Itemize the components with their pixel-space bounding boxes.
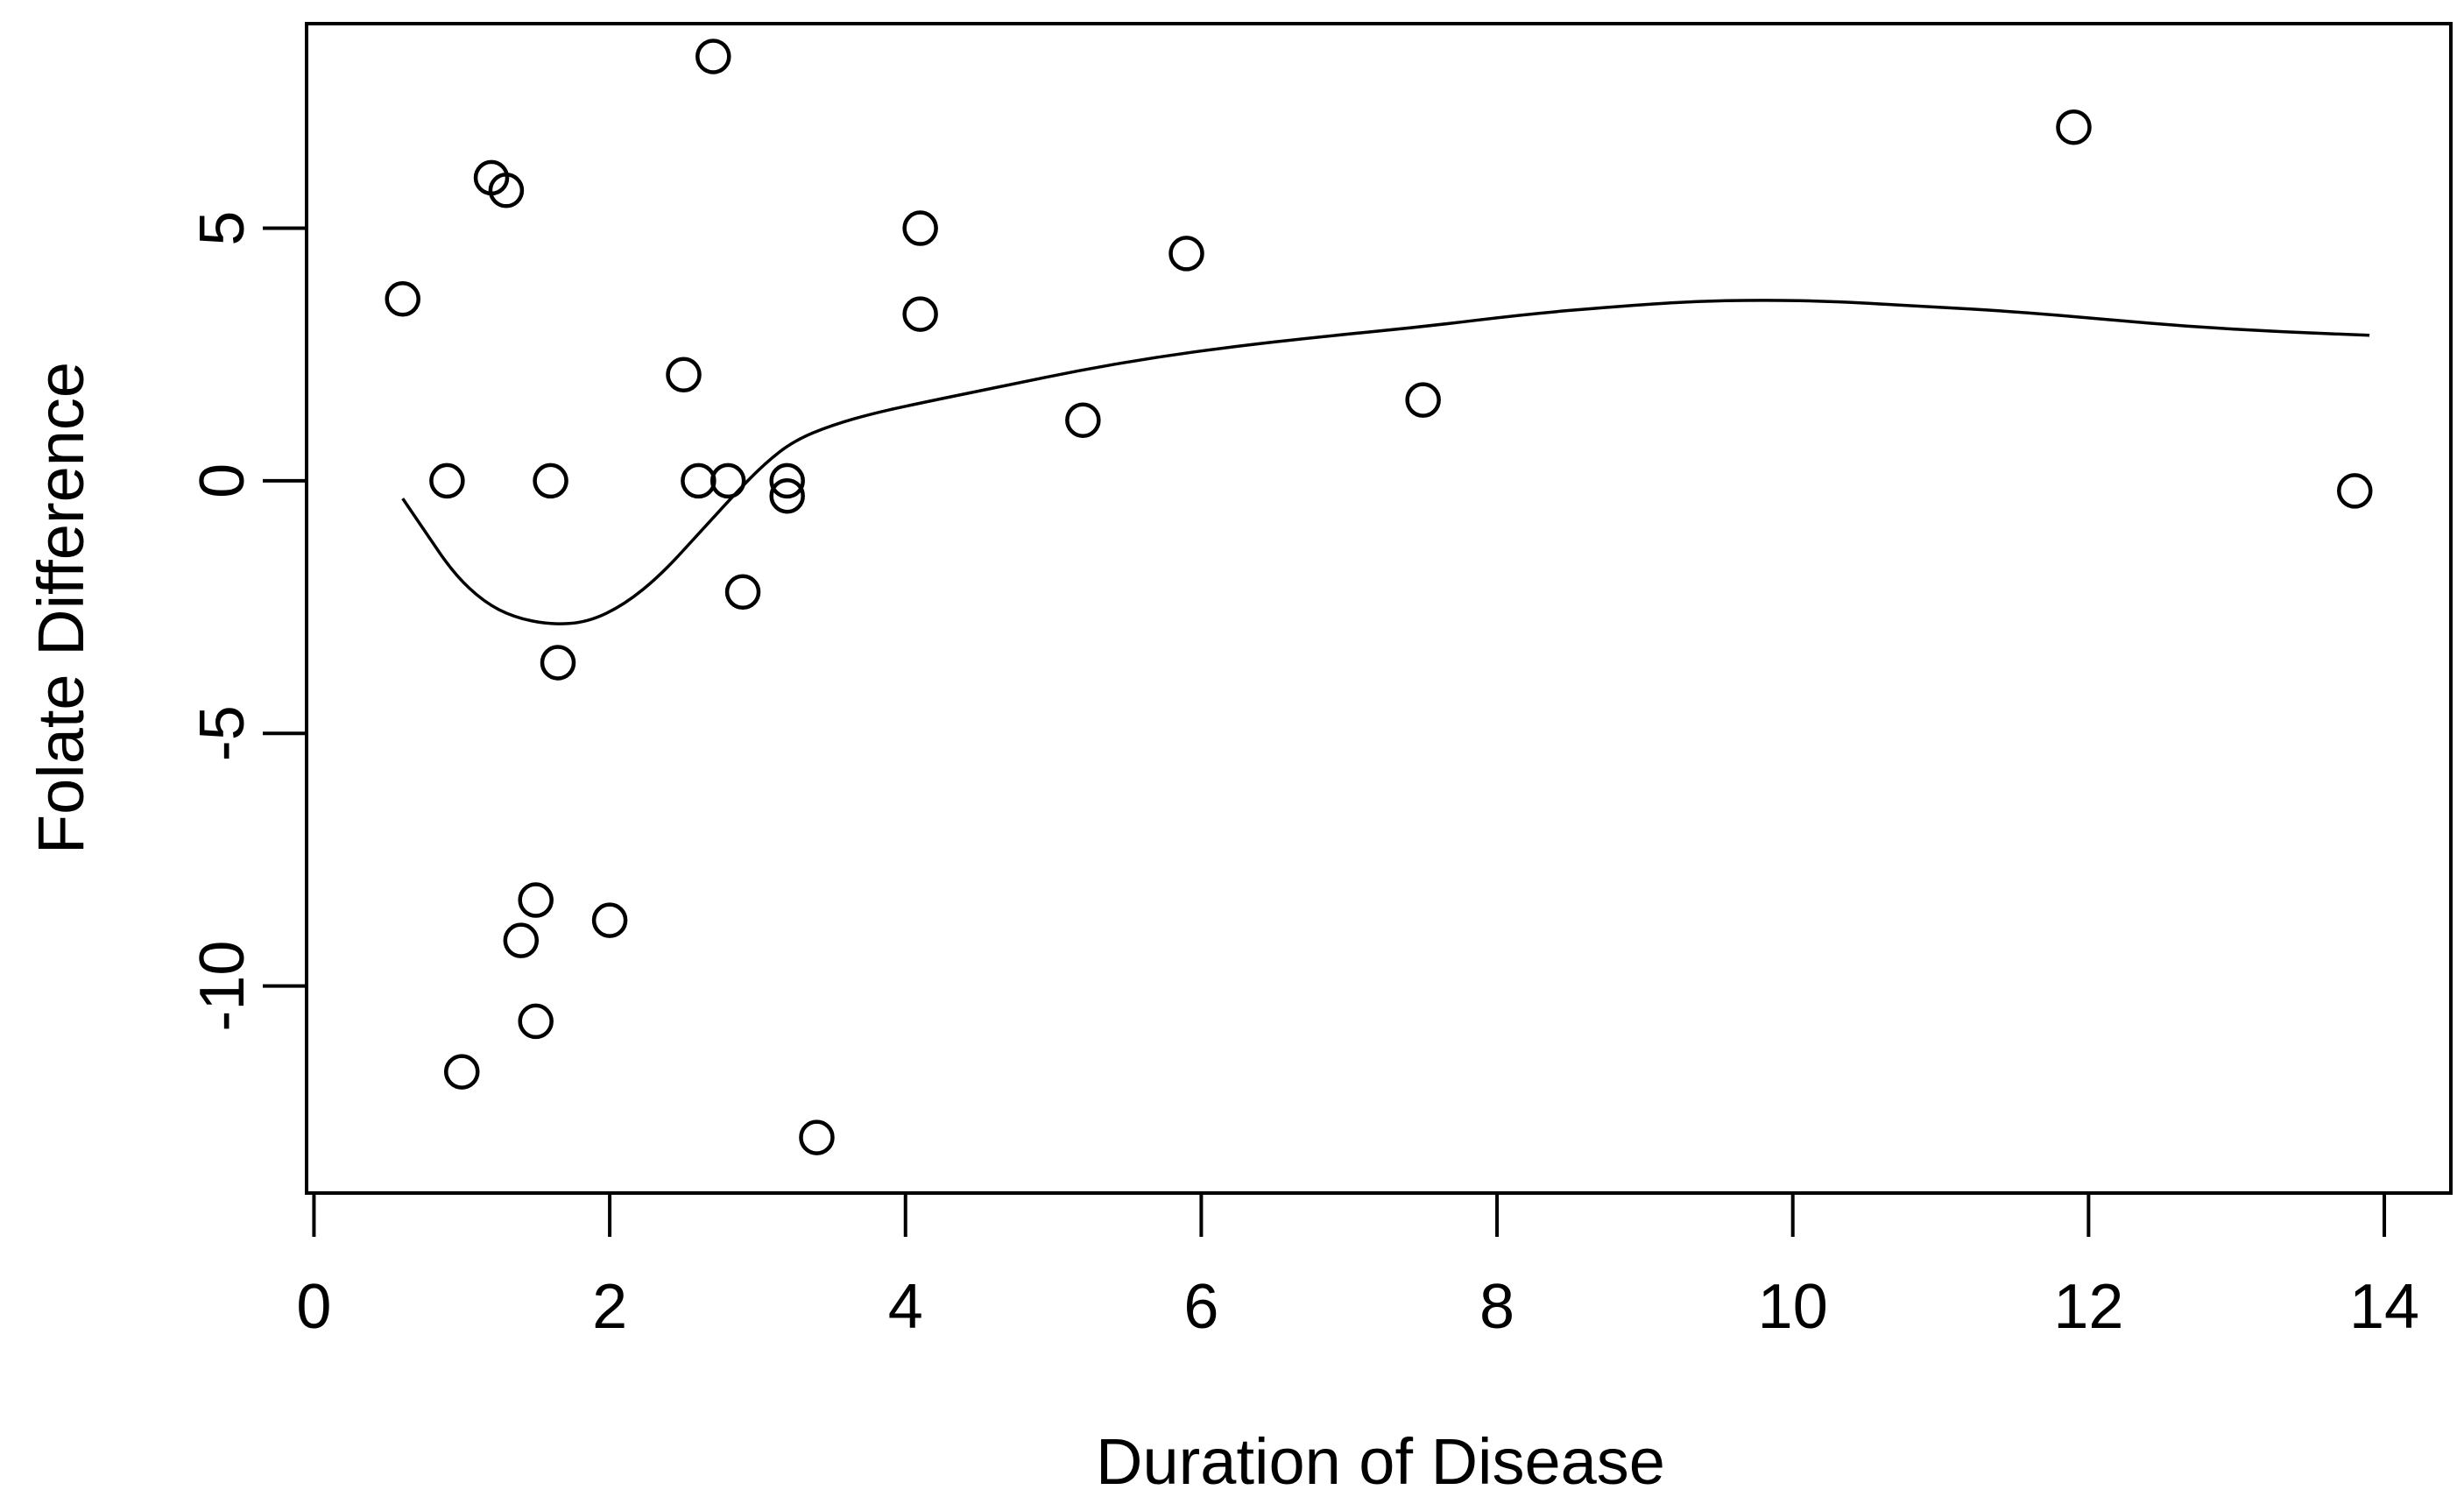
- data-point: [488, 173, 525, 208]
- data-point: [385, 281, 420, 317]
- data-point: [518, 1003, 554, 1040]
- data-point: [1065, 402, 1101, 438]
- data-point: [540, 645, 576, 681]
- data-point: [902, 296, 938, 332]
- data-point: [799, 1119, 835, 1155]
- y-tick-label: 5: [187, 211, 258, 246]
- data-point: [695, 39, 731, 74]
- data-point: [503, 922, 540, 958]
- x-tick-label: 6: [1183, 1272, 1218, 1342]
- data-point: [1405, 382, 1441, 418]
- data-point: [902, 210, 938, 246]
- data-point: [2056, 109, 2092, 145]
- x-axis: 0 2 4 6 8 10 12 14: [296, 1193, 2419, 1342]
- data-point: [429, 463, 465, 499]
- data-points-layer: [385, 39, 2373, 1155]
- data-point: [533, 463, 568, 499]
- x-tick-label: 12: [2053, 1272, 2123, 1342]
- x-axis-title: Duration of Disease: [1096, 1425, 1665, 1497]
- x-tick-label: 14: [2349, 1272, 2419, 1342]
- data-point: [444, 1054, 480, 1090]
- data-point: [518, 882, 554, 918]
- data-point: [1168, 236, 1204, 272]
- y-tick-label: 0: [187, 463, 258, 498]
- x-tick-label: 4: [888, 1272, 923, 1342]
- data-point: [591, 902, 628, 938]
- plot-border: [305, 22, 2453, 1195]
- data-point: [769, 463, 805, 499]
- loess-curve: [401, 299, 2370, 625]
- y-tick-label: -5: [187, 705, 258, 761]
- plot-background: [307, 24, 2451, 1193]
- y-axis: 5 0 -5 -10: [187, 211, 307, 1032]
- data-point: [666, 357, 702, 393]
- x-tick-label: 10: [1758, 1272, 1828, 1342]
- x-tick-label: 0: [296, 1272, 331, 1342]
- data-point: [769, 477, 805, 514]
- data-point: [724, 574, 761, 611]
- x-tick-label: 2: [592, 1272, 627, 1342]
- data-point: [2337, 473, 2373, 509]
- x-tick-label: 8: [1479, 1272, 1514, 1342]
- y-tick-label: -10: [187, 941, 258, 1032]
- data-point: [710, 463, 746, 499]
- y-axis-title: Folate Difference: [25, 362, 97, 854]
